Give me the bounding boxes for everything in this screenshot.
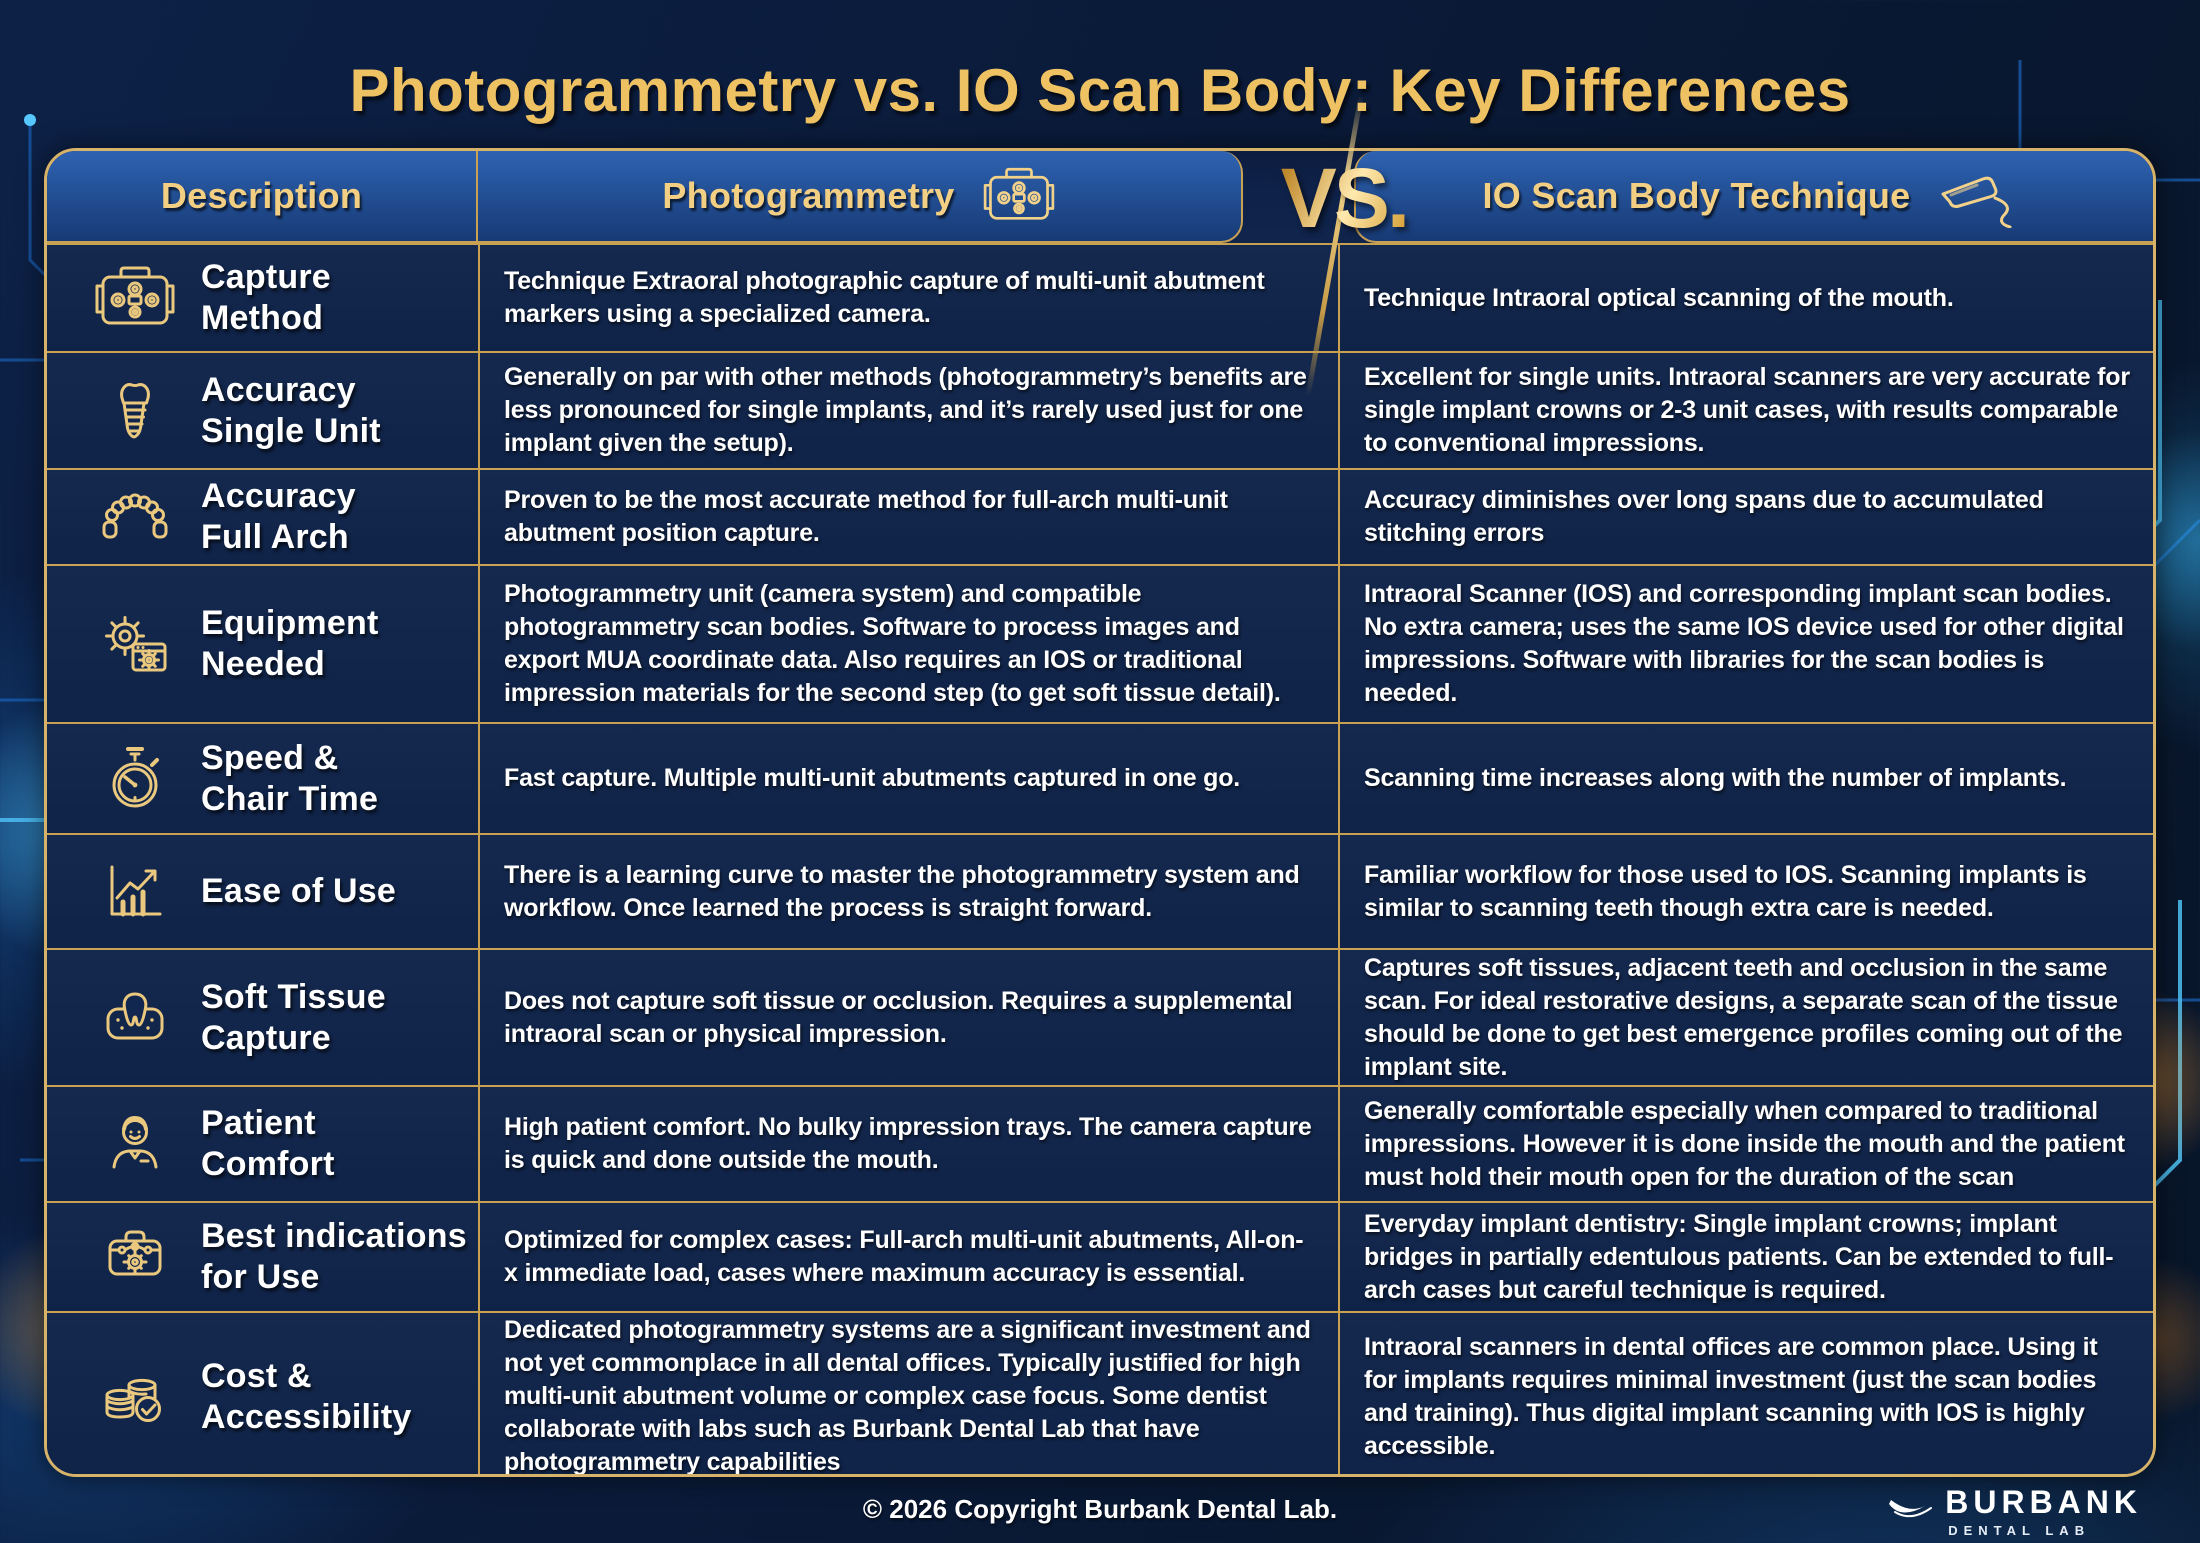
photogrammetry-cell: Proven to be the most accurate method fo…	[478, 468, 1338, 564]
row-label: Accuracy Single Unit	[201, 370, 381, 450]
vs-badge: VS.	[1214, 140, 1474, 260]
row-label-cell: Patient Comfort	[47, 1085, 478, 1201]
photogrammetry-cell: Generally on par with other methods (pho…	[478, 351, 1338, 468]
row-label: Ease of Use	[201, 872, 396, 911]
photogrammetry-cell: High patient comfort. No bulky impressio…	[478, 1085, 1338, 1201]
row-label: Soft Tissue Capture	[201, 977, 386, 1057]
brand-text-block: BURBANK DENTAL LAB	[1945, 1484, 2142, 1538]
header-photogrammetry-label: Photogrammetry	[662, 175, 955, 216]
row-label-cell: Cost & Accessibility	[47, 1311, 478, 1474]
row-label: Best indications for Use	[201, 1217, 467, 1296]
header-capsule: IO Scan Body Technique	[1354, 151, 2153, 243]
row-label: Accuracy Full Arch	[201, 477, 356, 556]
cell-text: High patient comfort. No bulky impressio…	[504, 1113, 1312, 1174]
ios-cell: Familiar workflow for those used to IOS.…	[1338, 833, 2153, 948]
cell-text: Photogrammetry unit (camera system) and …	[504, 580, 1281, 707]
patient-icon	[89, 1104, 181, 1184]
photogrammetry-camera-icon	[89, 261, 181, 335]
photogrammetry-cell: Fast capture. Multiple multi-unit abutme…	[478, 722, 1338, 833]
ios-cell: Intraoral scanners in dental offices are…	[1338, 1311, 2153, 1474]
ios-cell: Accuracy diminishes over long spans due …	[1338, 468, 2153, 564]
header-capsule: Photogrammetry	[478, 151, 1243, 243]
cell-text: Excellent for single units. Intraoral sc…	[1364, 363, 2130, 457]
header-ios-label: IO Scan Body Technique	[1482, 175, 1911, 216]
toolbox-icon	[89, 1217, 181, 1297]
ios-cell: Intraoral Scanner (IOS) and correspondin…	[1338, 564, 2153, 722]
cell-text: Scanning time increases along with the n…	[1364, 764, 2067, 792]
ios-cell: Technique Intraoral optical scanning of …	[1338, 243, 2153, 351]
row-label: Equipment Needed	[201, 604, 379, 683]
coins-icon	[89, 1357, 181, 1437]
row-label: Cost & Accessibility	[201, 1356, 412, 1436]
brand-subtitle: DENTAL LAB	[1948, 1522, 2091, 1538]
photogrammetry-cell: Optimized for complex cases: Full-arch m…	[478, 1201, 1338, 1311]
cell-text: Generally on par with other methods (pho…	[504, 363, 1307, 457]
ios-cell: Scanning time increases along with the n…	[1338, 722, 2153, 833]
cell-text: Proven to be the most accurate method fo…	[504, 486, 1228, 547]
photogrammetry-cell: Does not capture soft tissue or occlusio…	[478, 948, 1338, 1085]
row-label-cell: Accuracy Single Unit	[47, 351, 478, 468]
swoosh-icon	[1889, 1500, 1933, 1518]
ios-cell: Generally comfortable especially when co…	[1338, 1085, 2153, 1201]
page-title: Photogrammetry vs. IO Scan Body: Key Dif…	[349, 57, 1851, 125]
growth-chart-icon	[89, 852, 181, 932]
cell-text: Intraoral scanners in dental offices are…	[1364, 1332, 2098, 1460]
cell-text: Optimized for complex cases: Full-arch m…	[504, 1226, 1304, 1287]
ios-cell: Everyday implant dentistry: Single impla…	[1338, 1201, 2153, 1311]
cell-text: Fast capture. Multiple multi-unit abutme…	[504, 764, 1241, 792]
cell-text: Technique Intraoral optical scanning of …	[1364, 283, 1954, 312]
cell-text: Accuracy diminishes over long spans due …	[1364, 486, 2044, 547]
cell-text: Does not capture soft tissue or occlusio…	[504, 986, 1293, 1048]
dental-implant-icon	[89, 371, 181, 451]
tooth-gum-icon	[89, 978, 181, 1058]
cell-text: There is a learning curve to master the …	[504, 860, 1300, 922]
header-description-label: Description	[160, 175, 363, 216]
row-label: Speed & Chair Time	[201, 738, 379, 818]
cell-text: Generally comfortable especially when co…	[1364, 1096, 2125, 1191]
row-label-cell: Accuracy Full Arch	[47, 468, 478, 564]
photogrammetry-cell: There is a learning curve to master the …	[478, 833, 1338, 948]
header-cell-photogrammetry: Photogrammetry	[478, 151, 1338, 243]
row-label: Patient Comfort	[201, 1104, 335, 1183]
row-label-cell: Ease of Use	[47, 833, 478, 948]
cell-text: Technique Extraoral photographic capture…	[504, 267, 1265, 328]
dental-arch-icon	[89, 477, 181, 557]
cell-text: Captures soft tissues, adjacent teeth an…	[1364, 953, 2123, 1081]
photogrammetry-camera-icon	[981, 163, 1057, 229]
cell-text: Familiar workflow for those used to IOS.…	[1364, 860, 2087, 922]
cell-text: Dedicated photogrammetry systems are a s…	[504, 1316, 1311, 1476]
ios-cell: Captures soft tissues, adjacent teeth an…	[1338, 948, 2153, 1085]
comparison-table: Description Photogrammetry	[44, 94, 2156, 1477]
row-label-cell: Best indications for Use	[47, 1201, 478, 1311]
header-cell-ios: IO Scan Body Technique	[1338, 151, 2153, 243]
copyright-text: © 2026 Copyright Burbank Dental Lab.	[862, 1494, 1338, 1524]
header-capsule: Description	[47, 151, 478, 243]
row-label-cell: Speed & Chair Time	[47, 722, 478, 833]
photogrammetry-cell: Dedicated photogrammetry systems are a s…	[478, 1311, 1338, 1476]
gear-software-icon	[89, 604, 181, 684]
row-label-cell: Soft Tissue Capture	[47, 948, 478, 1085]
cell-text: Everyday implant dentistry: Single impla…	[1364, 1209, 2114, 1304]
photogrammetry-cell: Photogrammetry unit (camera system) and …	[478, 564, 1338, 722]
photogrammetry-cell: Technique Extraoral photographic capture…	[478, 243, 1338, 351]
brand-name: BURBANK	[1945, 1484, 2142, 1520]
row-label-cell: Equipment Needed	[47, 564, 478, 722]
comparison-table-grid: Description Photogrammetry	[44, 148, 2156, 1477]
row-label-cell: Capture Method	[47, 243, 478, 351]
stopwatch-icon	[89, 739, 181, 819]
cell-text: Intraoral Scanner (IOS) and correspondin…	[1364, 580, 2124, 707]
burbank-logo: BURBANK DENTAL LAB	[1887, 1484, 2142, 1538]
intraoral-scanner-icon	[1937, 164, 2033, 228]
header-cell-description: Description	[47, 151, 478, 243]
row-label: Capture Method	[201, 258, 331, 337]
ios-cell: Excellent for single units. Intraoral sc…	[1338, 351, 2153, 468]
